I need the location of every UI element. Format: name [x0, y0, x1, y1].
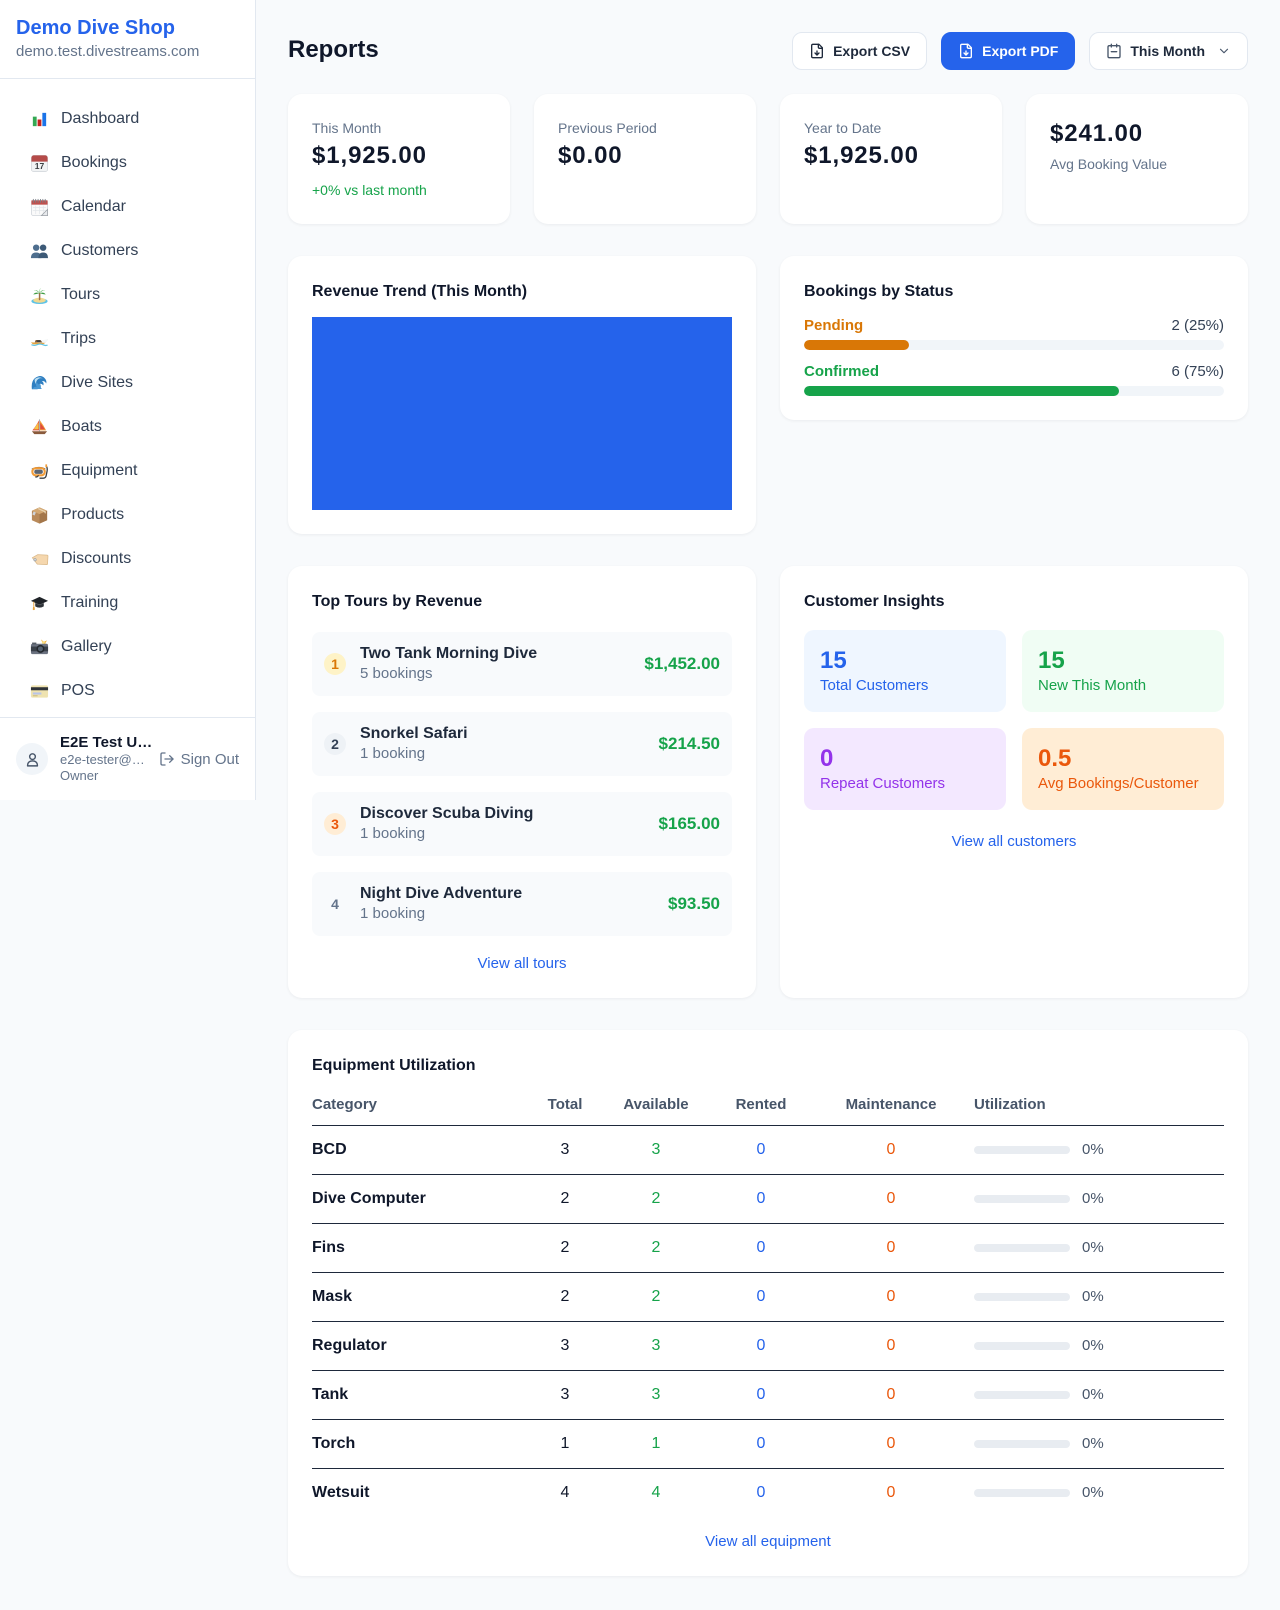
svg-text:17: 17 — [35, 161, 45, 171]
